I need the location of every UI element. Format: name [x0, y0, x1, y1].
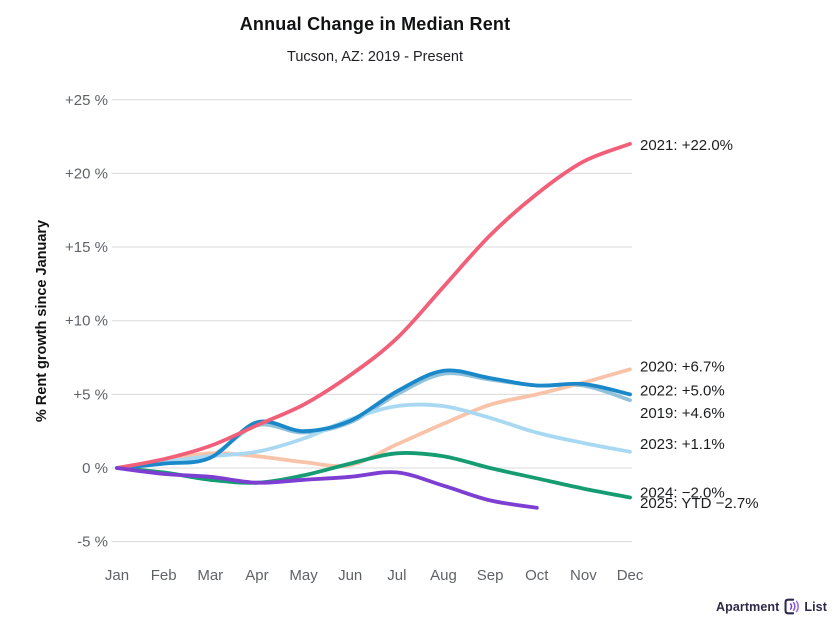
y-tick-20: +20 % — [65, 165, 108, 182]
annotation-2020: 2020: +6.7% — [640, 358, 725, 375]
brand-list-label: List — [804, 599, 827, 614]
x-tick-apr: Apr — [245, 567, 268, 584]
brand-footer: Apartment List — [716, 598, 827, 615]
title-block: Annual Change in Median Rent Tucson, AZ:… — [0, 14, 750, 65]
x-tick-jan: Jan — [105, 567, 129, 584]
annotation-2025: 2025: YTD −2.7% — [640, 495, 759, 512]
x-tick-sep: Sep — [477, 567, 504, 584]
x-tick-nov: Nov — [570, 567, 597, 584]
annotation-2022: 2022: +5.0% — [640, 382, 725, 399]
y-axis-title: % Rent growth since January — [34, 220, 50, 422]
x-tick-mar: Mar — [197, 567, 223, 584]
apartment-list-logo-icon — [784, 598, 800, 615]
brand-apartment-label: Apartment — [715, 599, 780, 614]
line-2025 — [115, 466, 539, 510]
x-tick-oct: Oct — [525, 567, 549, 584]
x-tick-jul: Jul — [387, 567, 406, 584]
y-tick-5: +5 % — [73, 386, 108, 403]
line-2023 — [115, 402, 632, 470]
annotation-2021: 2021: +22.0% — [640, 137, 733, 154]
chart-title: Annual Change in Median Rent — [239, 14, 511, 34]
line-2024 — [115, 450, 632, 500]
line-2021 — [115, 142, 632, 470]
annotation-2019: 2019: +4.6% — [640, 405, 725, 422]
x-tick-feb: Feb — [151, 567, 177, 584]
line-2022 — [115, 368, 632, 470]
y-tick-25: +25 % — [65, 92, 108, 109]
x-tick-jun: Jun — [338, 567, 362, 584]
annotation-2023: 2023: +1.1% — [640, 436, 725, 453]
y-tick-10: +10 % — [65, 313, 108, 330]
y-tick-0: 0 % — [82, 460, 108, 477]
x-tick-may: May — [289, 567, 318, 584]
annotation-2024: 2024: −2.0% — [640, 484, 725, 501]
x-tick-dec: Dec — [617, 567, 644, 584]
x-tick-aug: Aug — [430, 567, 457, 584]
chart-subtitle: Tucson, AZ: 2019 - Present — [287, 49, 463, 65]
y-tick-15: +15 % — [65, 239, 108, 256]
y-tick--5: -5 % — [77, 534, 108, 551]
